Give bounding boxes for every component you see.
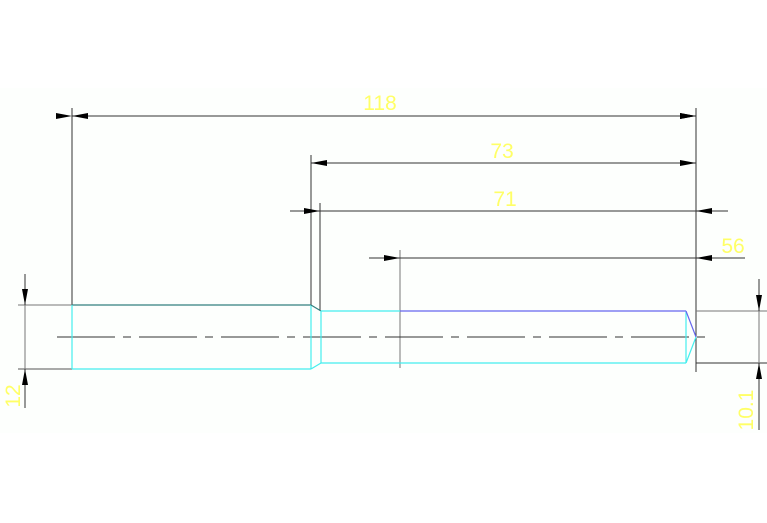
dimension-text-10-1: 10.1 (735, 390, 758, 431)
dimension-text-71: 71 (493, 188, 516, 211)
dimension-text-56: 56 (721, 235, 744, 258)
dimension-10-1: 10.1 (735, 279, 762, 431)
extension-lines (18, 108, 767, 372)
dimension-12: 12 (2, 274, 28, 408)
shaft-part (71, 304, 697, 370)
dimension-text-118: 118 (363, 92, 396, 115)
dimension-73: 73 (311, 140, 696, 166)
dimension-text-12: 12 (2, 384, 25, 407)
dimension-text-73: 73 (490, 140, 513, 163)
drawing-canvas (0, 88, 767, 433)
dimension-56: 56 (369, 235, 745, 261)
dimension-118: 118 (56, 92, 696, 119)
dimension-71: 71 (290, 188, 728, 214)
